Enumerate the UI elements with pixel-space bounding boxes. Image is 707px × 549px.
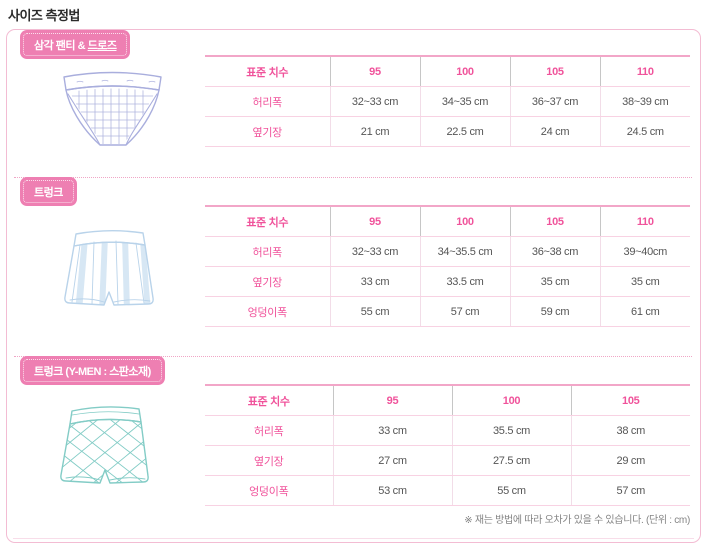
table-row: 허리폭 32~33 cm 34~35.5 cm 36~38 cm 39~40cm <box>205 236 690 267</box>
table-header-cell: 95 <box>332 385 452 416</box>
briefs-illustration <box>63 71 162 146</box>
row-label: 허리폭 <box>205 86 330 117</box>
table-cell: 32~33 cm <box>329 236 420 267</box>
table-header-cell: 100 <box>419 56 510 87</box>
table-cell: 22.5 cm <box>419 116 510 147</box>
table-cell: 39~40cm <box>599 236 690 267</box>
row-label: 엉덩이폭 <box>205 475 333 506</box>
table-header-row: 표준 치수 95 100 105 110 <box>205 206 690 237</box>
table-header-row: 표준 치수 95 100 105 110 <box>205 56 690 87</box>
table-cell: 29 cm <box>570 445 690 476</box>
table-row: 옆기장 27 cm 27.5 cm 29 cm <box>205 445 690 476</box>
table-cell: 55 cm <box>451 475 571 506</box>
size-table-trunks-spandex: 표준 치수 95 100 105 허리폭 33 cm 35.5 cm 38 cm… <box>205 384 690 506</box>
table-cell: 35 cm <box>599 266 690 297</box>
size-table-briefs: 표준 치수 95 100 105 110 허리폭 32~33 cm 34~35 … <box>205 55 690 147</box>
page-title: 사이즈 측정법 <box>8 8 80 23</box>
trunks-illustration <box>64 230 154 306</box>
table-cell: 33 cm <box>329 266 420 297</box>
table-header-cell: 105 <box>570 385 690 416</box>
table-cell: 59 cm <box>509 296 600 327</box>
tab-trunks-spandex: 트렁크 (Y-MEN : 스판소재) <box>20 356 165 385</box>
tab-label: 삼각 팬티 & <box>34 40 88 52</box>
measurement-footnote: ※ 재는 방법에 따라 오차가 있을 수 있습니다. (단위 : cm) <box>464 515 690 526</box>
row-label: 옆기장 <box>205 445 333 476</box>
table-header-cell: 100 <box>419 206 510 237</box>
row-label: 옆기장 <box>205 266 330 297</box>
table-cell: 35 cm <box>509 266 600 297</box>
table-cell: 61 cm <box>599 296 690 327</box>
table-row: 옆기장 33 cm 33.5 cm 35 cm 35 cm <box>205 266 690 297</box>
section-divider <box>14 177 692 178</box>
table-row: 옆기장 21 cm 22.5 cm 24 cm 24.5 cm <box>205 116 690 147</box>
table-cell: 33.5 cm <box>419 266 510 297</box>
table-cell: 36~37 cm <box>509 86 600 117</box>
table-header-cell: 100 <box>451 385 571 416</box>
table-cell: 24.5 cm <box>599 116 690 147</box>
table-header-row: 표준 치수 95 100 105 <box>205 385 690 416</box>
tab-label: 트렁크 <box>34 187 63 199</box>
row-label: 옆기장 <box>205 116 330 147</box>
table-cell: 24 cm <box>509 116 600 147</box>
table-header-cell: 95 <box>329 206 420 237</box>
table-cell: 21 cm <box>329 116 420 147</box>
table-header-cell: 표준 치수 <box>205 56 330 87</box>
table-header-cell: 표준 치수 <box>205 385 333 416</box>
table-cell: 27 cm <box>332 445 452 476</box>
table-row: 허리폭 33 cm 35.5 cm 38 cm <box>205 415 690 446</box>
table-header-cell: 표준 치수 <box>205 206 330 237</box>
table-cell: 38 cm <box>570 415 690 446</box>
table-cell: 57 cm <box>570 475 690 506</box>
table-row: 엉덩이폭 53 cm 55 cm 57 cm <box>205 475 690 506</box>
table-header-cell: 105 <box>509 56 600 87</box>
table-cell: 36~38 cm <box>509 236 600 267</box>
table-row: 엉덩이폭 55 cm 57 cm 59 cm 61 cm <box>205 296 690 327</box>
table-cell: 32~33 cm <box>329 86 420 117</box>
table-header-cell: 95 <box>329 56 420 87</box>
tab-briefs-drawers: 삼각 팬티 & 드로즈 <box>20 30 131 59</box>
table-cell: 34~35 cm <box>419 86 510 117</box>
tab-trunks: 트렁크 <box>20 177 77 206</box>
row-label: 허리폭 <box>205 236 330 267</box>
trunks-spandex-illustration <box>60 406 149 484</box>
table-header-cell: 110 <box>599 56 690 87</box>
table-header-cell: 105 <box>509 206 600 237</box>
section-divider <box>14 356 692 357</box>
table-cell: 33 cm <box>332 415 452 446</box>
row-label: 엉덩이폭 <box>205 296 330 327</box>
table-cell: 57 cm <box>419 296 510 327</box>
tab-label: 트렁크 (Y-MEN : 스판소재) <box>34 366 151 378</box>
table-header-cell: 110 <box>599 206 690 237</box>
table-cell: 53 cm <box>332 475 452 506</box>
table-cell: 38~39 cm <box>599 86 690 117</box>
table-cell: 55 cm <box>329 296 420 327</box>
row-label: 허리폭 <box>205 415 333 446</box>
tab-label-underlined: 드로즈 <box>87 40 117 52</box>
size-table-trunks: 표준 치수 95 100 105 110 허리폭 32~33 cm 34~35.… <box>205 205 690 327</box>
table-cell: 35.5 cm <box>451 415 571 446</box>
table-cell: 34~35.5 cm <box>419 236 510 267</box>
table-cell: 27.5 cm <box>451 445 571 476</box>
table-row: 허리폭 32~33 cm 34~35 cm 36~37 cm 38~39 cm <box>205 86 690 117</box>
